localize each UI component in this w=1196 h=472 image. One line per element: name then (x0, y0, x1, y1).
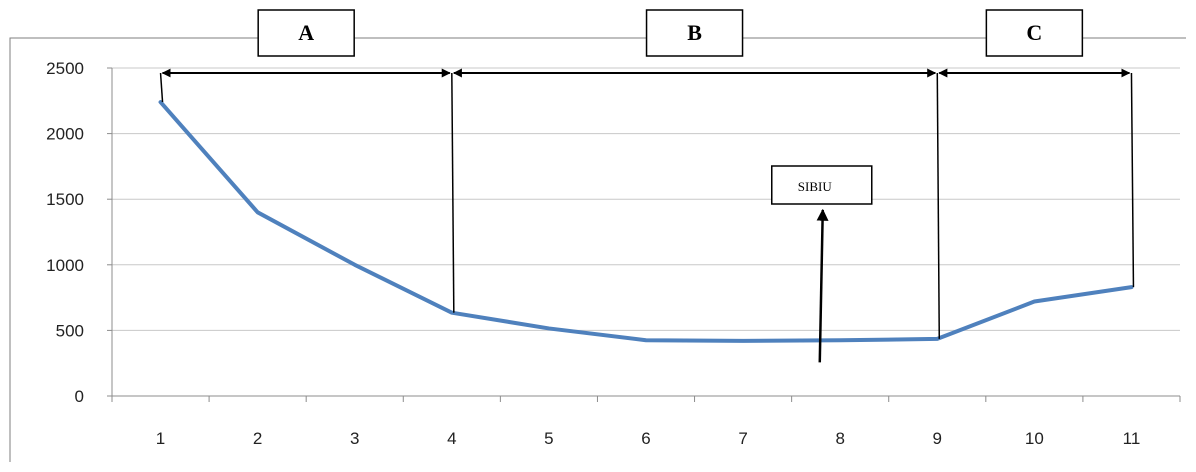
annotation-label: SIBIU (798, 179, 833, 194)
x-tick-label: 7 (738, 429, 747, 448)
series-line (158, 100, 1134, 343)
y-tick-label: 1500 (46, 190, 84, 209)
segment-label-box (645, 9, 744, 57)
segment-boundary-line (936, 72, 941, 339)
y-tick-label: 2000 (46, 125, 84, 144)
x-tick-label: 9 (933, 429, 942, 448)
x-tick-label: 3 (350, 429, 359, 448)
x-tick-label: 2 (253, 429, 262, 448)
x-tick-label: 8 (835, 429, 844, 448)
segment-label-box (257, 9, 355, 57)
segment-label: A (298, 20, 314, 45)
y-tick-label: 1000 (46, 256, 84, 275)
y-tick-label: 0 (75, 387, 84, 406)
segment-label: C (1026, 20, 1042, 45)
segment-label-box (985, 9, 1084, 57)
x-tick-label: 1 (156, 429, 165, 448)
x-tick-label: 11 (1123, 429, 1141, 448)
annotation-label-box (771, 165, 873, 205)
segment-boundary-line (1130, 72, 1135, 288)
segment-label: B (687, 20, 702, 45)
chart-frame (9, 37, 1186, 462)
y-tick-label: 500 (56, 321, 84, 340)
segment-boundary-line (159, 72, 164, 103)
x-tick-label: 10 (1025, 429, 1044, 448)
y-tick-label: 2500 (46, 59, 84, 78)
annotation-arrow (816, 208, 829, 363)
x-tick-label: 4 (447, 429, 456, 448)
x-tick-label: 6 (641, 429, 650, 448)
segment-boundary-line (451, 72, 455, 313)
x-tick-label: 5 (544, 429, 553, 448)
